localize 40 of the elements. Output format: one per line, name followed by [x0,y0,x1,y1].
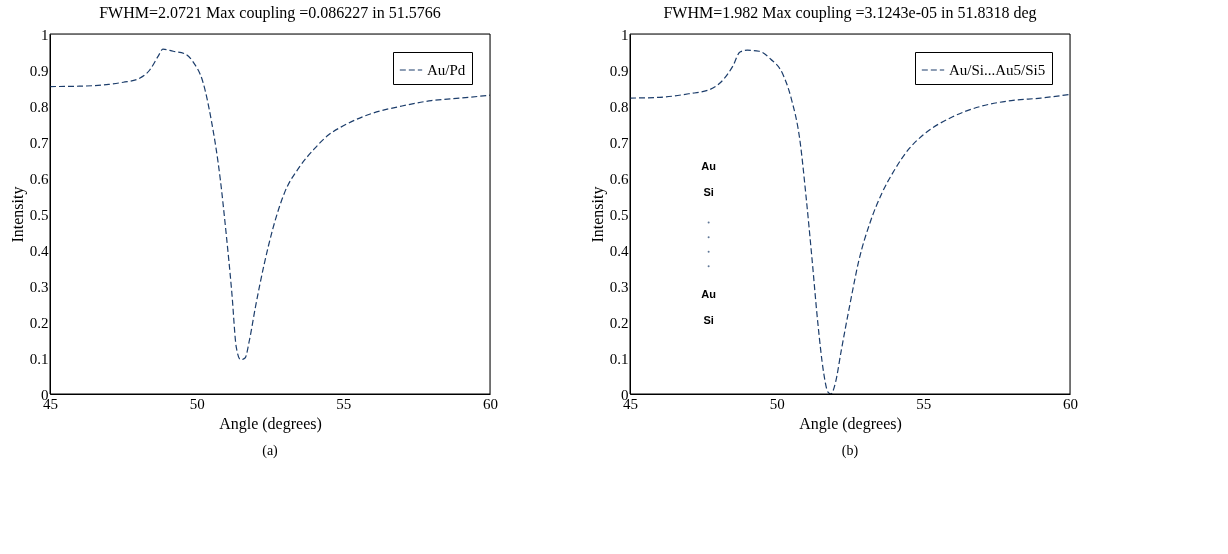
legend-label: Au/Pd [427,62,466,78]
y-tick-label: 1 [41,26,49,43]
x-tick-label: 55 [336,395,352,412]
x-tick-label: 60 [1063,395,1078,412]
y-tick-label: 0.2 [609,314,629,331]
x-axis-title: Angle (degrees) [219,414,322,433]
y-tick-label: 0.8 [29,98,49,115]
text: (b) [841,443,859,459]
y-tick-label: 0.6 [29,170,49,187]
y-tick-label: 0.1 [29,350,49,367]
x-tick-label: 50 [769,395,785,412]
y-tick-label: 0.1 [609,350,629,367]
x-tick-label: 55 [916,395,932,412]
y-tick-label: 0.8 [609,98,629,115]
y-tick-label: 0.6 [609,170,629,187]
y-tick-label: 0.7 [29,134,49,151]
y-tick-label: 0.2 [29,314,49,331]
x-tick-label: 60 [483,395,498,412]
y-tick-label: 0.5 [609,206,629,223]
y-tick-label: 0.9 [29,62,49,79]
y-tick-label: 0.7 [609,134,629,151]
y-axis-title: Intensity [588,186,607,243]
x-tick-label: 50 [189,395,205,412]
y-tick-label: 0.5 [29,206,49,223]
text: (a) [262,443,279,459]
chart-title: FWHM=1.982 Max coupling =3.1243e-05 in 51.8318 deg [663,4,1037,22]
annotation: Au [701,288,716,301]
y-tick-label: 0.4 [609,242,629,259]
y-tick-label: 1 [621,26,629,43]
x-axis-title: Angle (degrees) [799,414,902,433]
chart-title: FWHM=2.0721 Max coupling =0.086227 in 51.5766 [99,4,441,22]
legend-label: Au/Si...Au5/Si5 [949,62,1046,78]
annotation: Si [703,314,714,327]
annotation: Au [701,159,716,172]
y-axis-title: Intensity [8,186,27,243]
annotation: Si [703,185,714,198]
y-tick-label: 0.4 [29,242,49,259]
y-tick-label: 0.3 [609,278,629,295]
y-tick-label: 0.3 [29,278,49,295]
y-tick-label: 0.9 [609,62,629,79]
